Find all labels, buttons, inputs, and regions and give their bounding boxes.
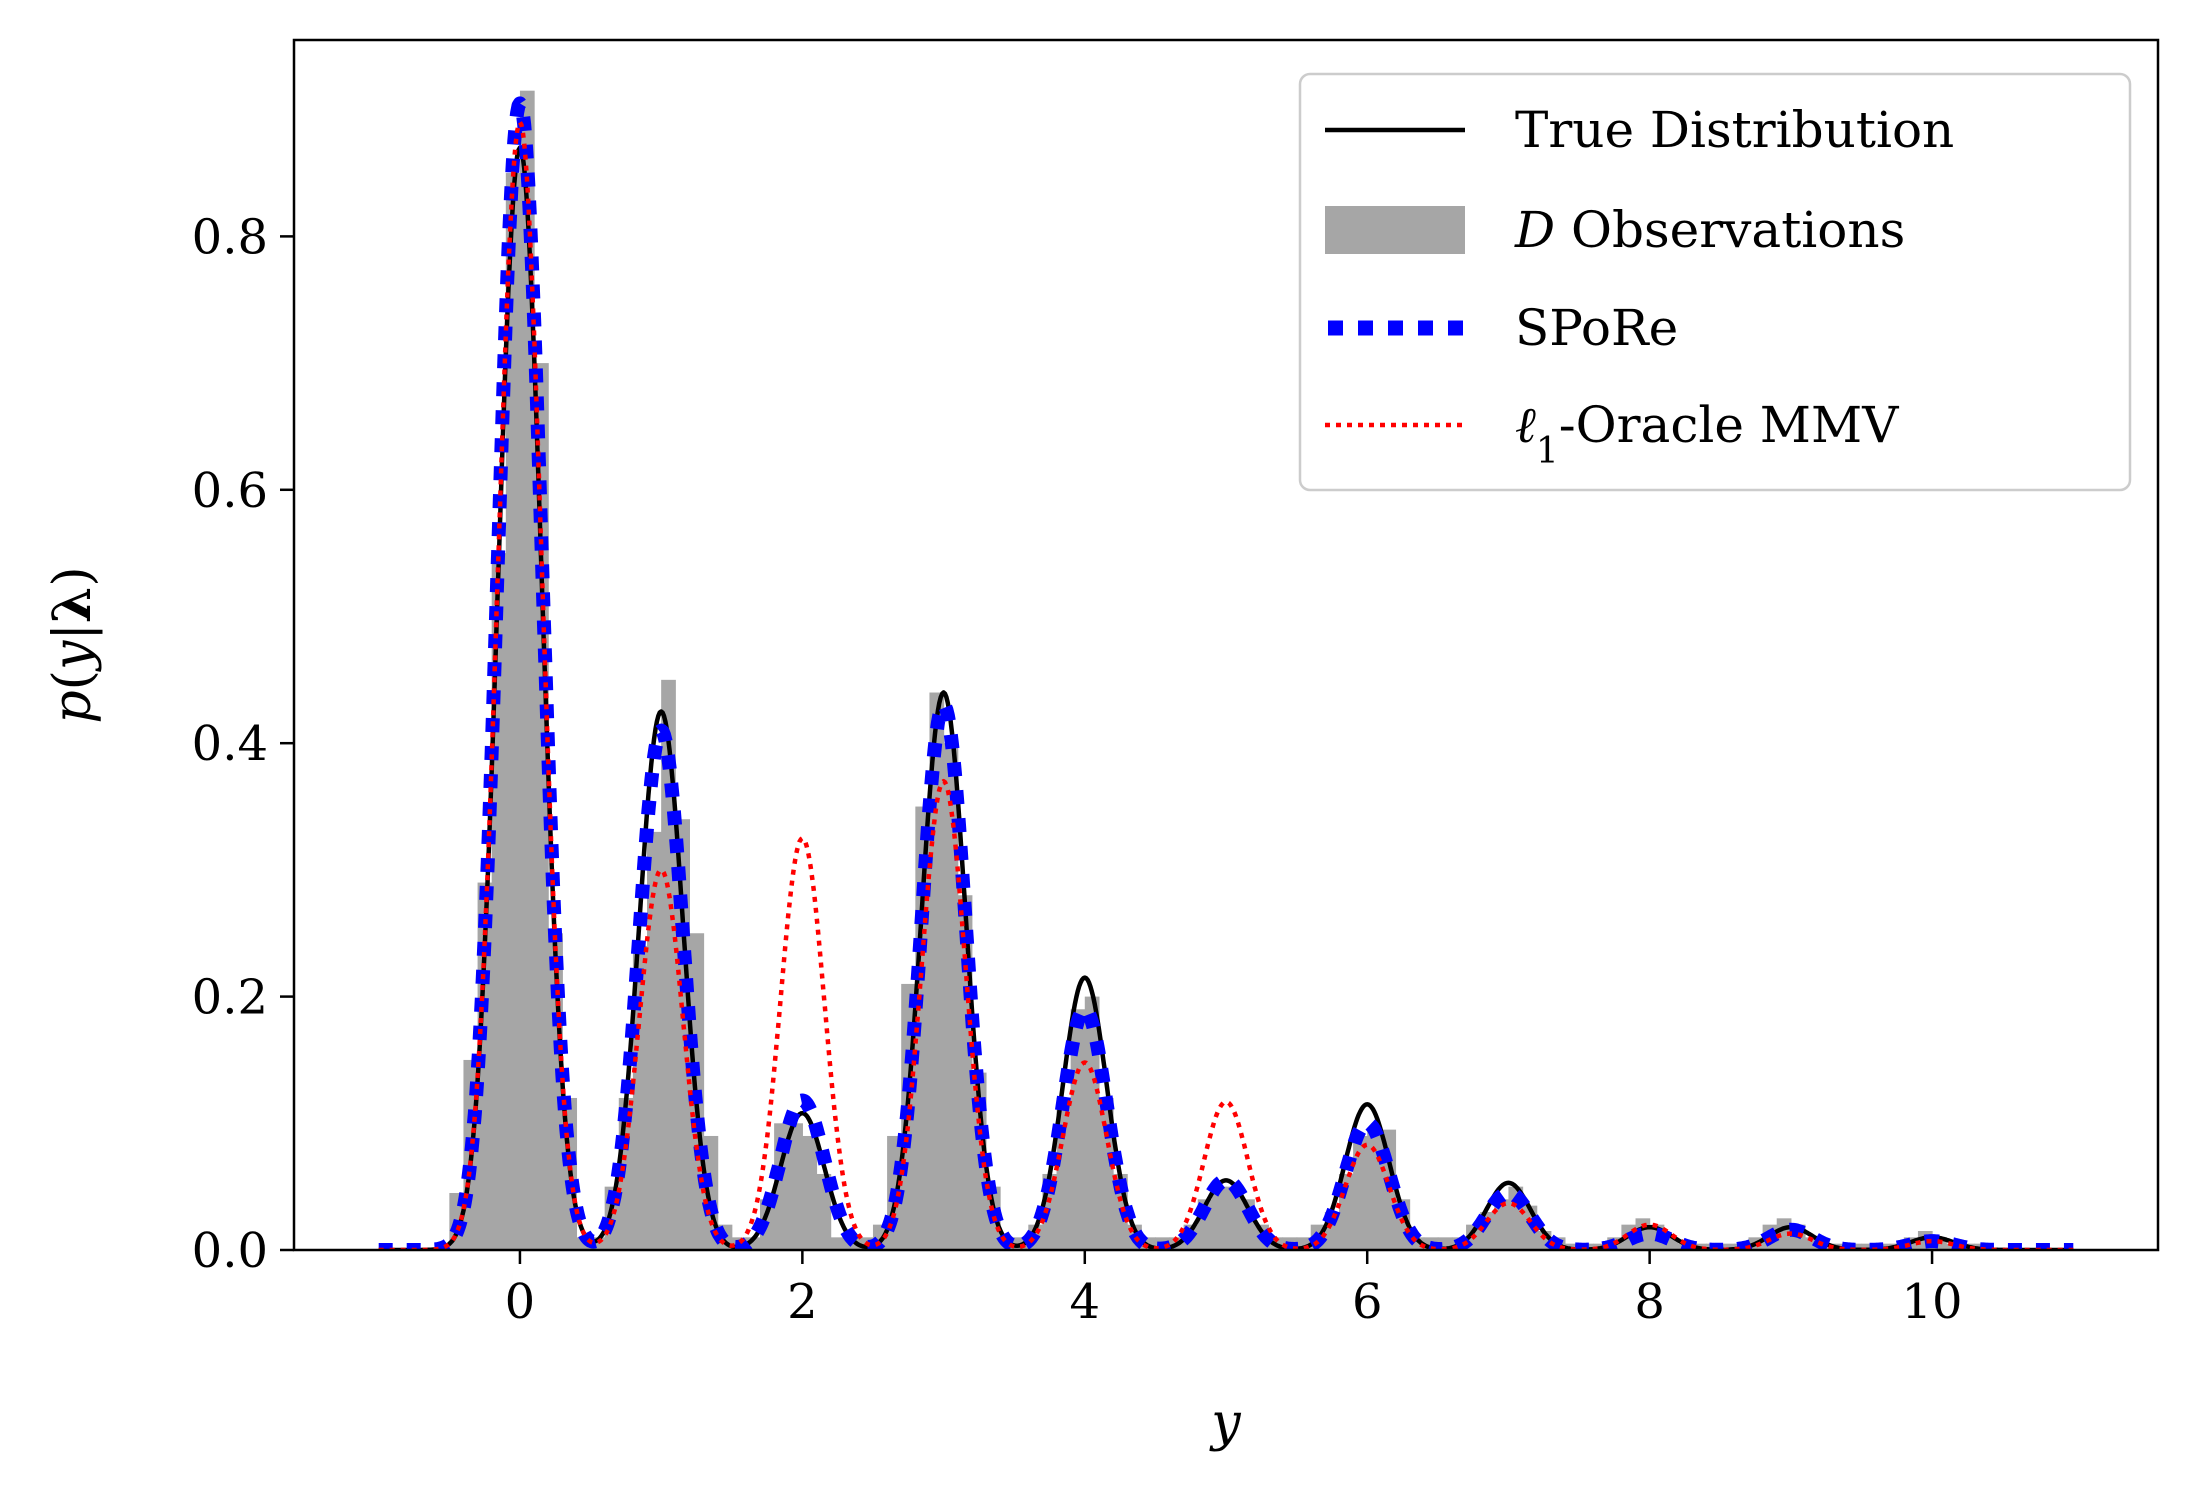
histogram-bar — [788, 1123, 803, 1250]
y-axis-label: p(y|λ) — [42, 566, 103, 723]
plot-frame — [292, 38, 2160, 1252]
plot-area — [373, 90, 2079, 1250]
histogram-bar — [830, 1237, 846, 1250]
x-tick-label: 8 — [1634, 1274, 1665, 1330]
legend-true-distribution-label: True Distribution — [1515, 101, 1954, 159]
series-lines — [373, 96, 2079, 1250]
x-tick-label: 10 — [1902, 1274, 1963, 1330]
y-tick-label: 0.2 — [192, 970, 268, 1026]
histogram-bar — [1494, 1199, 1510, 1250]
histogram-bar — [505, 173, 521, 1250]
series-line-spore — [373, 96, 2079, 1250]
y-axis-ticks: 0.0 0.2 0.4 0.6 0.8 — [192, 209, 294, 1279]
y-tick-label: 0.0 — [192, 1223, 268, 1279]
histogram-bar — [802, 1135, 818, 1250]
histogram-bar — [1211, 1186, 1227, 1250]
x-tick-label: 6 — [1352, 1274, 1383, 1330]
histogram-bar — [943, 743, 959, 1250]
histogram-bar — [1353, 1135, 1368, 1250]
legend-observations-swatch — [1325, 206, 1465, 254]
legend-spore-label: SPoRe — [1515, 299, 1678, 357]
histogram-bar — [1226, 1186, 1241, 1250]
histogram-bar — [1084, 996, 1100, 1250]
y-tick-label: 0.8 — [192, 209, 268, 265]
series-line-1-oracle-mmv — [377, 120, 2075, 1250]
y-tick-label: 0.6 — [192, 463, 268, 519]
legend-observations-label: D Observations — [1514, 201, 1905, 259]
x-axis-ticks: 0 2 4 6 8 10 — [505, 1250, 1963, 1330]
legend-l1-oracle-label: ℓ1-Oracle MMV — [1515, 396, 1899, 472]
histogram-bar — [632, 945, 648, 1250]
x-tick-label: 0 — [505, 1274, 536, 1330]
histogram-bar — [534, 363, 549, 1250]
histogram-bar — [647, 831, 662, 1250]
histogram-bar — [816, 1173, 832, 1250]
x-tick-label: 4 — [1070, 1274, 1101, 1330]
histogram-bar — [1861, 1243, 1877, 1250]
y-tick-label: 0.4 — [192, 716, 268, 772]
legend: True Distribution D Observations SPoRe ℓ… — [1298, 72, 2132, 492]
x-tick-label: 2 — [787, 1274, 818, 1330]
histogram-bar — [1720, 1243, 1735, 1250]
x-axis-label: y — [1209, 1393, 1241, 1453]
histogram-bar — [1070, 1009, 1086, 1250]
legend-box — [1298, 72, 2132, 492]
